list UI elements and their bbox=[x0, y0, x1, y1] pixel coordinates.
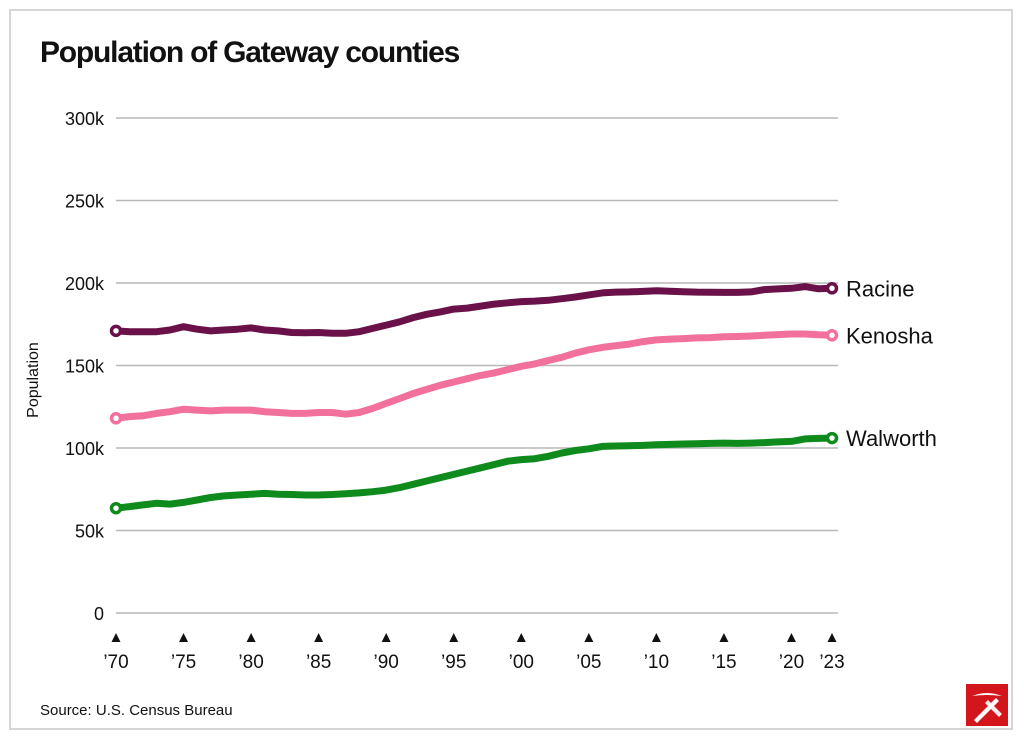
x-tick-marker bbox=[111, 633, 121, 642]
x-tick-label: ’80 bbox=[238, 652, 263, 673]
x-tick-label: ’95 bbox=[441, 652, 466, 673]
source-note: Source: U.S. Census Bureau bbox=[40, 702, 233, 719]
y-tick-label: 0 bbox=[94, 604, 104, 624]
walworth-end-point bbox=[825, 431, 839, 445]
grid-lines bbox=[116, 117, 838, 614]
y-tick-label: 150k bbox=[65, 357, 105, 377]
chart-title: Population of Gateway counties bbox=[40, 36, 460, 69]
x-tick-marker bbox=[827, 633, 837, 642]
y-tick-label: 100k bbox=[65, 439, 105, 459]
racine-line bbox=[112, 283, 836, 337]
kenosha-end-point bbox=[825, 329, 839, 342]
kenosha-label: Kenosha bbox=[846, 323, 934, 348]
x-tick-marker bbox=[516, 633, 526, 642]
x-tick-marker bbox=[719, 633, 729, 642]
x-tick-label: ’15 bbox=[711, 652, 736, 673]
x-tick-label: ’23 bbox=[819, 652, 844, 673]
series-labels: Racine Kenosha Walworth bbox=[846, 276, 937, 451]
x-tick-label: ’75 bbox=[171, 652, 196, 673]
x-tick-label: ’00 bbox=[509, 652, 534, 673]
series-lines bbox=[109, 282, 839, 515]
x-tick-marker bbox=[584, 633, 594, 642]
y-tick-label: 300k bbox=[65, 109, 105, 129]
x-tick-label: ’85 bbox=[306, 652, 331, 673]
x-tick-marker bbox=[179, 633, 189, 642]
x-tick-marker bbox=[651, 633, 661, 642]
x-tick-label: ’20 bbox=[779, 652, 804, 673]
walworth-start-point bbox=[109, 501, 123, 515]
racine-label: Racine bbox=[846, 276, 914, 301]
y-tick-label: 50k bbox=[75, 522, 105, 542]
x-tick-label: ’10 bbox=[644, 652, 669, 673]
y-axis-ticks: 0 50k 100k 150k 200k 250k 300k bbox=[65, 109, 105, 624]
x-tick-marker bbox=[314, 633, 324, 642]
x-tick-marker bbox=[786, 633, 796, 642]
pickaxe-logo-icon bbox=[966, 684, 1008, 726]
x-tick-marker bbox=[246, 633, 256, 642]
y-tick-label: 250k bbox=[65, 192, 105, 212]
x-tick-label: ’70 bbox=[103, 652, 128, 673]
x-tick-label: ’90 bbox=[374, 652, 399, 673]
racine-end-point bbox=[825, 282, 839, 295]
kenosha-start-point bbox=[109, 412, 123, 425]
walworth-line bbox=[112, 434, 836, 512]
x-axis-ticks: ’70 ’75 ’80 ’85 ’90 ’95 ’00 ’05 ’10 ’15 ’20 ’23 bbox=[103, 633, 845, 673]
racine-start-point bbox=[109, 324, 123, 338]
x-tick-marker bbox=[449, 633, 459, 642]
x-tick-label: ’05 bbox=[576, 652, 601, 673]
kenosha-line bbox=[112, 330, 836, 422]
walworth-label: Walworth bbox=[846, 426, 937, 451]
x-tick-marker bbox=[381, 633, 391, 642]
y-axis-label: Population bbox=[25, 342, 42, 418]
y-tick-label: 200k bbox=[65, 274, 105, 294]
